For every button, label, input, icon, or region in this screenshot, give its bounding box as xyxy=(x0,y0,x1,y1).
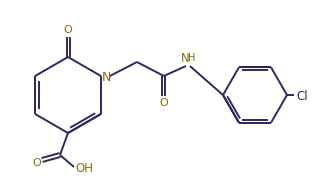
Text: N: N xyxy=(102,71,112,83)
Text: Cl: Cl xyxy=(296,90,308,103)
Text: N: N xyxy=(181,52,189,64)
Text: H: H xyxy=(188,53,196,63)
Text: OH: OH xyxy=(75,162,93,175)
Text: O: O xyxy=(33,158,41,168)
Text: O: O xyxy=(159,98,168,108)
Text: O: O xyxy=(64,25,72,35)
